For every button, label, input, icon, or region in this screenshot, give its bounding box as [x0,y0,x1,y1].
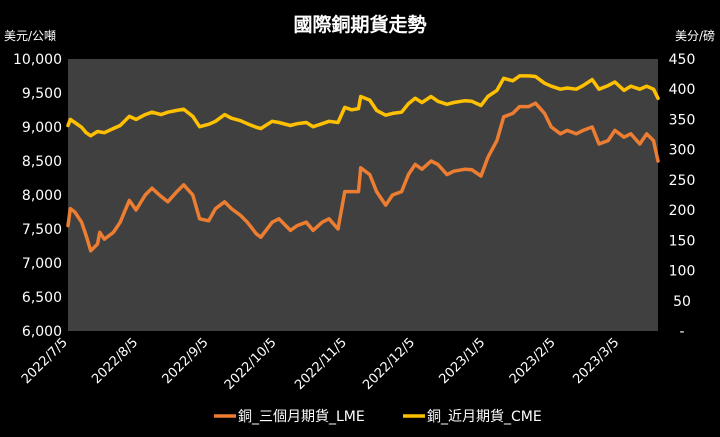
series-line [66,101,660,253]
series-lines [66,74,660,253]
y-right-tick-label: 250 [669,173,696,189]
legend-label: 銅_近月期貨_CME [427,408,542,425]
y-left-tick-label: 8,500 [22,154,62,170]
legend: 銅_三個月期貨_LME 銅_近月期貨_CME [214,408,542,425]
y-right-tick-label: 200 [669,203,696,219]
y-left-tick-label: 6,000 [22,324,62,340]
y-left-tick-label: 10,000 [13,52,62,68]
y-left-tick-label: 9,000 [22,120,62,136]
y-right-unit: 美分/磅 [675,28,715,43]
plot-area [68,59,658,331]
y-left-unit: 美元/公噸 [4,29,56,43]
y-right-tick-label: 50 [673,294,691,310]
y-left-tick-label: 8,000 [22,188,62,204]
y-left-ticks: 6,000 6,500 7,000 7,500 8,000 8,500 9,000 9,500… [13,52,62,340]
y-left-tick-label: 6,500 [22,290,62,306]
series-line [66,74,660,138]
y-right-tick-label: 400 [669,82,696,98]
y-right-tick-label: 150 [669,233,696,249]
y-left-tick-label: 7,500 [22,222,62,238]
y-right-tick-label: 450 [669,52,696,68]
y-left-tick-label: 7,000 [22,256,62,272]
chart-title: 國際銅期貨走勢 [293,13,426,36]
y-right-tick-label: 100 [669,264,696,280]
y-right-ticks: - 50 100 150 200 250 300 350 400 450 [669,52,696,340]
y-right-tick-label: - [679,324,684,340]
y-right-tick-label: 350 [669,112,696,128]
y-right-tick-label: 300 [669,143,696,159]
y-left-tick-label: 9,500 [22,86,62,102]
legend-label: 銅_三個月期貨_LME [238,408,365,425]
